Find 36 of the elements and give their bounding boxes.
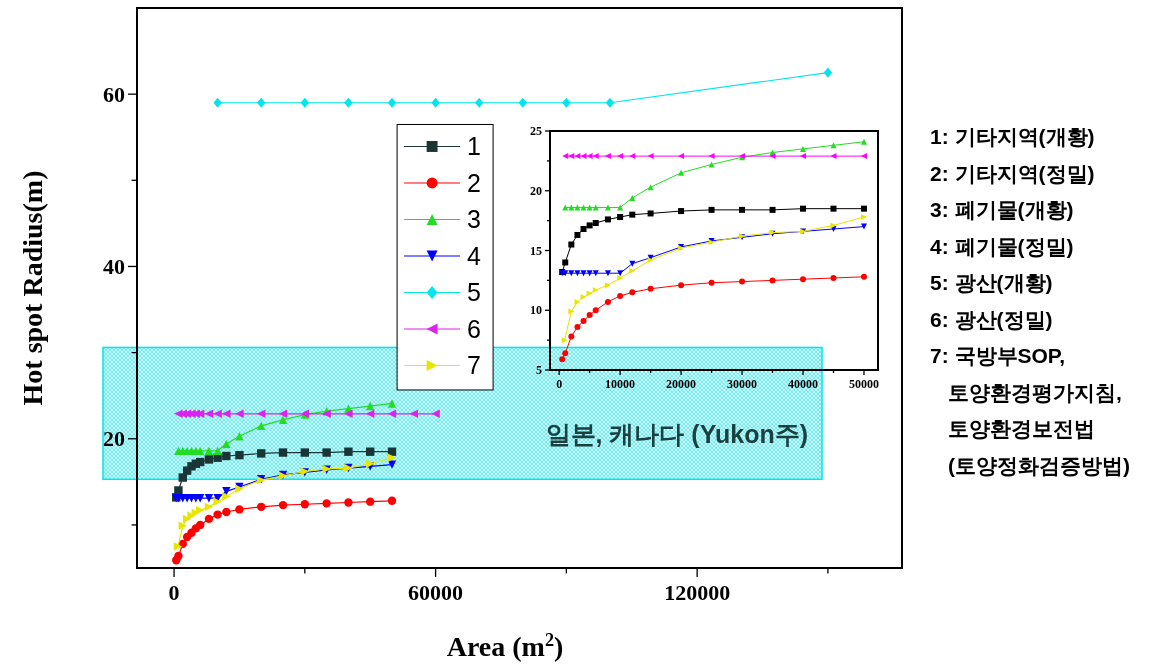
text: (토양정화검증방법) [948,453,1130,477]
text: 7: 국방부SOP, [930,344,1065,367]
y-tick-label: 40 [103,254,125,280]
x-tick-label: 50000 [848,376,879,391]
y-tick-label: 5 [536,363,542,378]
x-tick-label: 120000 [664,580,731,606]
x-tick-label: 60000 [408,580,464,606]
y-tick-label: 20 [103,426,125,452]
y-tick-label: 60 [103,81,125,107]
x-tick-label: 10000 [605,376,636,391]
y-tick-label: 10 [530,303,542,318]
text: 토양환경보전법 [948,417,1095,440]
x-axis-title: Area (m$^{2}$) [446,630,564,662]
legend-label: 1 [467,132,482,161]
text: 6: 광산(정밀) [930,307,1053,331]
x-tick-label: 40000 [788,376,819,391]
y-axis-title: Hot spot Radius(m) [17,170,48,406]
x-tick-label: 0 [556,376,563,391]
text: 4: 폐기물(정밀) [930,234,1074,258]
legend-label: 2 [467,168,482,197]
legend-label: 3 [467,205,482,234]
text: 토양환경평가지침, [948,380,1122,404]
legend-label: 5 [467,278,482,307]
y-tick-label: 25 [530,124,542,139]
x-tick-label: 20000 [666,376,697,391]
x-tick-label: 0 [168,580,180,606]
text: 2: 기타지역(정밀) [930,161,1095,185]
legend-label: 7 [467,351,482,380]
text: 3: 폐기물(개황) [930,198,1074,221]
text: 1: 기타지역(개황) [930,125,1095,148]
legend-label: 6 [467,314,482,343]
text: 5: 광산(개황) [930,271,1053,294]
y-tick-label: 20 [530,183,542,198]
x-tick-label: 30000 [727,376,758,391]
y-tick-label: 15 [530,243,542,258]
legend-label: 4 [467,241,482,270]
